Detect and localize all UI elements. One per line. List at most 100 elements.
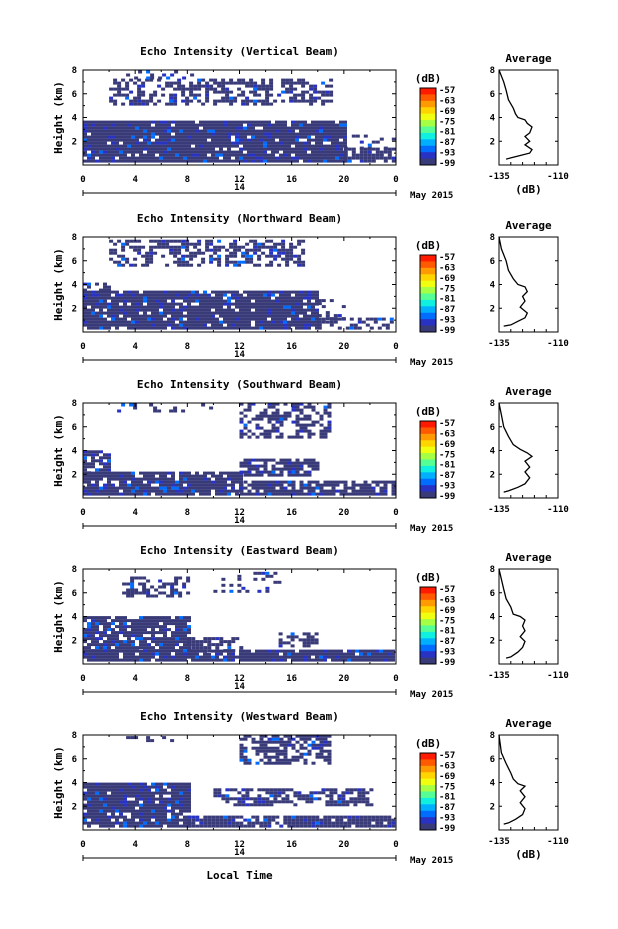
echo-cell	[159, 643, 163, 647]
echo-cell	[151, 782, 155, 786]
echo-cell	[207, 144, 211, 148]
echo-cell	[143, 649, 147, 653]
echo-cell	[143, 812, 147, 816]
echo-cell	[157, 84, 162, 88]
echo-cell	[95, 794, 99, 798]
echo-cell	[289, 800, 294, 804]
echo-cell	[235, 471, 239, 475]
echo-cell	[261, 102, 266, 106]
echo-cell	[121, 248, 126, 252]
echo-cell	[239, 293, 243, 297]
echo-cell	[365, 803, 370, 807]
echo-cell	[341, 794, 346, 798]
echo-cell	[255, 120, 259, 124]
echo-cell	[87, 120, 91, 124]
echo-cell	[159, 809, 163, 813]
echo-cell	[381, 323, 386, 327]
echo-cell	[133, 245, 138, 249]
colorbar-swatch	[420, 465, 436, 473]
echo-cell	[131, 135, 135, 139]
echo-cell	[255, 752, 260, 756]
echo-cell	[151, 619, 155, 623]
echo-cell	[247, 408, 252, 412]
echo-cell	[139, 616, 143, 620]
echo-cell	[231, 302, 235, 306]
echo-cell	[263, 818, 268, 822]
echo-cell	[159, 147, 163, 151]
echo-cell	[135, 658, 139, 662]
echo-cell	[115, 791, 119, 795]
echo-cell	[233, 248, 238, 252]
echo-cell	[99, 456, 103, 460]
echo-cell	[83, 288, 87, 292]
echo-cell	[111, 812, 115, 816]
echo-cell	[163, 290, 167, 294]
echo-cell	[245, 242, 250, 246]
echo-cell	[179, 141, 183, 145]
echo-cell	[351, 652, 355, 656]
echo-cell	[99, 788, 103, 792]
echo-cell	[179, 135, 183, 139]
echo-cell	[207, 293, 211, 297]
colorbar-swatch	[420, 325, 436, 333]
echo-cell	[223, 471, 227, 475]
echo-cell	[391, 818, 396, 822]
echo-cell	[221, 583, 226, 587]
echo-cell	[311, 290, 315, 294]
echo-cell	[243, 296, 247, 300]
echo-cell	[265, 800, 270, 804]
echo-cell	[311, 308, 315, 312]
echo-cell	[191, 135, 195, 139]
echo-cell	[87, 282, 91, 286]
echo-cell	[113, 99, 118, 103]
echo-cell	[207, 821, 212, 825]
echo-cell	[107, 308, 111, 312]
echo-cell	[171, 120, 175, 124]
echo-cell	[267, 655, 271, 659]
echo-cell	[383, 818, 388, 822]
echo-cell	[119, 305, 123, 309]
echo-cell	[283, 652, 287, 656]
colorbar-swatch	[420, 440, 436, 448]
echo-cell	[195, 323, 199, 327]
echo-cell	[243, 464, 248, 468]
echo-cell	[131, 317, 135, 321]
echo-cell	[201, 257, 206, 261]
echo-cell	[307, 655, 311, 659]
echo-cell	[247, 317, 251, 321]
echo-cell	[227, 821, 232, 825]
echo-cell	[183, 474, 187, 478]
echo-cell	[135, 326, 139, 330]
echo-cell	[331, 123, 335, 127]
echo-cell	[155, 480, 159, 484]
echo-cell	[143, 290, 147, 294]
echo-cell	[163, 296, 167, 300]
echo-cell	[359, 821, 364, 825]
echo-cell	[179, 311, 183, 315]
echo-cell	[327, 411, 332, 415]
echo-cell	[87, 646, 91, 650]
echo-cell	[123, 619, 127, 623]
echo-cell	[163, 634, 167, 638]
echo-cell	[119, 156, 123, 160]
echo-cell	[135, 803, 139, 807]
echo-cell	[99, 320, 103, 324]
echo-cell	[135, 320, 139, 324]
echo-cell	[363, 821, 368, 825]
echo-cell	[267, 314, 271, 318]
echo-cell	[375, 156, 380, 160]
echo-cell	[155, 815, 159, 819]
echo-cell	[271, 290, 275, 294]
echo-cell	[297, 263, 302, 267]
echo-cell	[295, 652, 299, 656]
echo-cell	[299, 461, 304, 465]
echo-cell	[131, 123, 135, 127]
echo-cell	[275, 755, 280, 759]
echo-cell	[279, 153, 283, 157]
echo-cell	[255, 655, 259, 659]
echo-cell	[311, 123, 315, 127]
x-tick-label: 0	[80, 674, 85, 684]
echo-cell	[175, 794, 179, 798]
echo-cell	[329, 320, 334, 324]
echo-cell	[255, 426, 260, 430]
